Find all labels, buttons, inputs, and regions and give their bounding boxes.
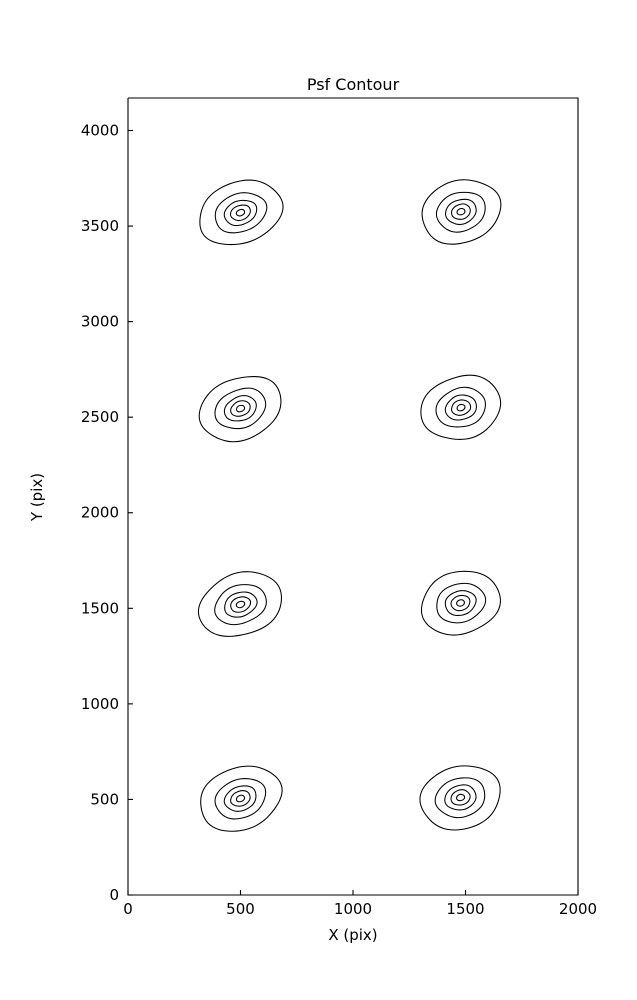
contour-level-ring: [235, 794, 246, 803]
contour-level-ring: [214, 387, 267, 430]
contour-level-ring: [450, 203, 471, 220]
psf-source-contour: [199, 179, 284, 246]
y-tick-label: 4000: [81, 121, 119, 139]
contour-level-ring: [450, 399, 472, 416]
contour-level-ring: [445, 198, 477, 225]
y-tick-label: 2500: [81, 408, 119, 426]
x-tick-label: 1000: [334, 900, 372, 918]
psf-source-contour: [197, 571, 282, 637]
contour-level-ring: [230, 596, 252, 613]
x-tick-label: 1500: [446, 900, 484, 918]
psf-source-contour: [419, 765, 501, 831]
psf-source-contour: [420, 374, 502, 440]
contour-level-ring: [419, 765, 501, 831]
y-axis-label: Y (pix): [28, 473, 46, 522]
contour-level-ring: [434, 777, 486, 819]
contour-level-ring: [229, 204, 251, 222]
y-axis-ticks: 0 500 1000 1500 2000 2500 3000 3500 4000: [81, 121, 133, 904]
contour-level-ring: [421, 179, 502, 245]
contour-level-ring: [456, 599, 465, 607]
contour-level-ring: [456, 208, 466, 216]
psf-source-contour: [198, 376, 282, 443]
contour-level-ring: [198, 376, 282, 443]
contour-level-ring: [420, 374, 502, 440]
contour-level-ring: [214, 584, 267, 626]
contour-level-ring: [214, 192, 268, 234]
contour-level-ring: [223, 395, 257, 422]
y-tick-label: 500: [90, 790, 119, 808]
contour-level-ring: [199, 179, 284, 246]
contour-level-ring: [235, 600, 246, 609]
contour-level-ring: [235, 404, 246, 413]
psf-source-contour: [421, 179, 502, 245]
contour-level-ring: [444, 590, 477, 616]
y-tick-label: 3500: [81, 217, 119, 235]
contour-level-ring: [230, 790, 251, 807]
page-title: Psf Contour: [307, 75, 400, 94]
contour-level-ring: [436, 582, 487, 624]
contour-level-ring: [456, 793, 466, 802]
x-tick-label: 0: [123, 900, 133, 918]
contour-level-ring: [214, 778, 267, 820]
y-tick-label: 3000: [81, 313, 119, 331]
contour-level-ring: [456, 403, 466, 412]
contour-level-ring: [200, 765, 283, 832]
contour-level-ring: [435, 191, 486, 233]
contour-level-ring: [420, 570, 501, 636]
contour-level-ring: [224, 591, 258, 618]
contour-group: [197, 179, 502, 832]
psf-source-contour: [200, 765, 283, 832]
y-tick-label: 0: [109, 886, 119, 904]
x-axis-label: X (pix): [328, 926, 377, 944]
contour-level-ring: [450, 594, 471, 612]
y-tick-label: 2000: [81, 504, 119, 522]
contour-level-ring: [444, 394, 477, 421]
x-axis-ticks: 0 500 1000 1500 2000: [123, 890, 597, 918]
y-tick-label: 1500: [81, 599, 119, 617]
contour-level-ring: [230, 400, 251, 417]
contour-level-ring: [444, 784, 477, 811]
contour-level-ring: [197, 571, 282, 637]
contour-level-ring: [450, 789, 471, 806]
contour-level-ring: [235, 208, 246, 217]
psf-source-contour: [420, 570, 501, 636]
x-tick-label: 500: [226, 900, 255, 918]
y-tick-label: 1000: [81, 695, 119, 713]
x-tick-label: 2000: [559, 900, 597, 918]
axes-background: [128, 98, 578, 895]
contour-level-ring: [435, 386, 486, 428]
contour-level-ring: [223, 785, 257, 812]
contour-level-ring: [223, 199, 258, 227]
